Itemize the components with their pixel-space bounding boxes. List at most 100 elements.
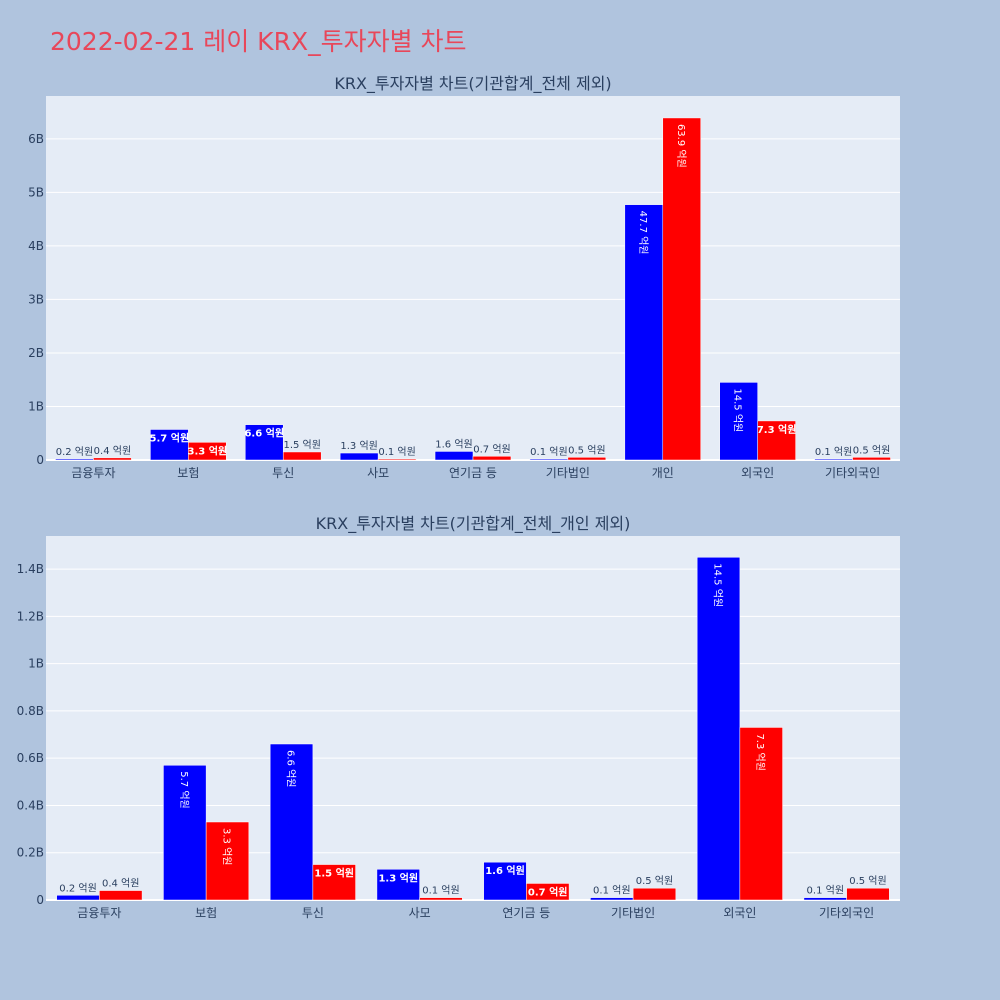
x-tick-label: 연기금 등 [449, 466, 497, 480]
data-label: 7.3 억원 [757, 423, 797, 436]
y-tick-label: 1B [28, 657, 44, 671]
bar [846, 887, 890, 901]
x-tick-label: 기타법인 [546, 466, 590, 480]
bar [739, 727, 783, 901]
y-tick-label: 1.2B [17, 609, 44, 623]
bar [99, 890, 143, 901]
bar [245, 424, 284, 461]
x-tick-label: 사모 [409, 906, 431, 920]
y-tick-label: 0.4B [17, 798, 44, 812]
bar [852, 457, 891, 461]
data-label: 0.1 억원 [530, 446, 567, 458]
x-tick-label: 금융투자 [77, 906, 121, 920]
chart-title: KRX_투자자별 차트(기관합계_전체_개인 제외) [316, 514, 631, 534]
bar [814, 458, 853, 461]
data-label: 1.3 억원 [340, 440, 377, 452]
y-tick-label: 1B [28, 399, 44, 413]
bar [93, 457, 132, 461]
data-label: 0.5 억원 [849, 875, 886, 887]
bar [632, 887, 677, 901]
bar [624, 204, 664, 461]
bar [282, 451, 322, 461]
bar [269, 743, 314, 901]
bar [188, 442, 227, 461]
x-tick-label: 투신 [302, 906, 324, 920]
bar [312, 864, 356, 901]
data-label: 3.3 억원 [220, 828, 232, 865]
y-tick-label: 1.4B [17, 562, 44, 576]
y-tick-label: 0 [36, 453, 44, 467]
data-label: 0.7 억원 [473, 443, 510, 455]
bar [419, 897, 463, 901]
bar [662, 117, 701, 461]
x-tick-label: 외국인 [723, 906, 756, 920]
data-label: 1.6 억원 [485, 864, 525, 877]
bar [696, 557, 741, 901]
data-label: 0.1 억원 [593, 885, 630, 897]
data-label: 0.7 억원 [528, 885, 568, 898]
data-label: 14.5 억원 [712, 563, 724, 607]
bar [163, 765, 207, 901]
bar [55, 458, 94, 461]
bar [529, 458, 569, 461]
y-tick-label: 0 [36, 893, 44, 907]
data-label: 47.7 억원 [637, 211, 649, 255]
data-label: 6.6 억원 [244, 427, 284, 440]
x-tick-label: 금융투자 [71, 466, 115, 480]
x-tick-label: 보험 [195, 906, 217, 920]
data-label: 0.5 억원 [636, 875, 673, 887]
bar [377, 458, 417, 461]
data-label: 0.1 억원 [807, 885, 844, 897]
bar [526, 883, 570, 901]
data-label: 1.5 억원 [283, 439, 320, 451]
bar [472, 456, 512, 461]
data-label: 0.4 억원 [102, 878, 139, 890]
bar [483, 861, 527, 901]
bar [590, 897, 634, 901]
data-label: 5.7 억원 [178, 771, 190, 808]
x-tick-label: 개인 [652, 466, 674, 480]
x-tick-label: 외국인 [741, 466, 774, 480]
data-label: 0.1 억원 [422, 885, 459, 897]
bar [376, 869, 420, 901]
data-label: 1.6 억원 [435, 438, 472, 450]
bar [150, 429, 189, 461]
data-label: 0.5 억원 [568, 444, 605, 456]
data-label: 7.3 억원 [754, 733, 766, 770]
page-title: 2022-02-21 레이 KRX_투자자별 차트 [50, 27, 467, 56]
bar [339, 452, 379, 461]
y-tick-label: 0.2B [17, 846, 44, 860]
data-label: 1.3 억원 [378, 871, 418, 884]
chart-upper: KRX_투자자별 차트(기관합계_전체 제외) 0 1B 2B 3B 4B 5B 6B 금융투자… [28, 74, 900, 480]
data-label: 14.5 억원 [732, 388, 744, 432]
data-label: 1.5 억원 [314, 867, 354, 880]
y-tick-label: 0.8B [17, 704, 44, 718]
x-tick-label: 보험 [177, 466, 199, 480]
bar [205, 821, 250, 901]
data-label: 3.3 억원 [188, 444, 228, 457]
x-tick-label: 투신 [272, 466, 294, 480]
x-tick-label: 연기금 등 [502, 906, 550, 920]
x-tick-label: 기타법인 [611, 906, 655, 920]
y-tick-label: 6B [28, 132, 44, 146]
bar [567, 457, 607, 461]
x-tick-label: 사모 [367, 466, 389, 480]
data-label: 0.4 억원 [94, 445, 131, 457]
bar [434, 451, 474, 461]
y-tick-label: 5B [28, 185, 44, 199]
data-label: 6.6 억원 [285, 750, 297, 787]
bar [719, 382, 758, 461]
y-tick-label: 4B [28, 239, 44, 253]
data-label: 63.9 억원 [675, 124, 687, 168]
x-tick-label: 기타외국인 [825, 466, 880, 480]
y-tick-label: 2B [28, 346, 44, 360]
x-tick-label: 기타외국인 [819, 906, 874, 920]
data-label: 0.2 억원 [59, 882, 96, 894]
data-label: 5.7 억원 [150, 431, 190, 444]
bar [56, 895, 100, 901]
bar [803, 897, 847, 901]
plot-area [46, 96, 900, 460]
chart-lower: KRX_투자자별 차트(기관합계_전체_개인 제외) 0 0.2B 0.4B 0.6B 0… [17, 514, 900, 920]
data-label: 0.2 억원 [56, 446, 93, 458]
y-tick-label: 3B [28, 292, 44, 306]
